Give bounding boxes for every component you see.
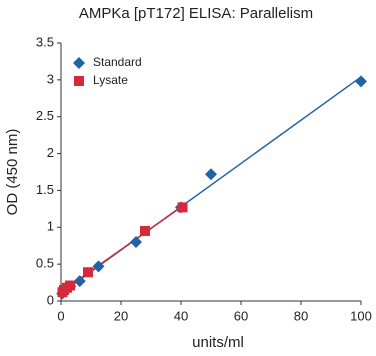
y-tick-label: 0.5 [36, 256, 54, 271]
data-point [205, 168, 217, 181]
x-tick-label: 20 [114, 308, 128, 323]
y-tick-label: 3.5 [36, 34, 54, 49]
data-point [140, 225, 150, 236]
fit-line [62, 205, 183, 292]
y-tick-label: 0 [47, 292, 54, 307]
x-tick-label: 100 [350, 308, 372, 323]
y-tick-label: 3 [47, 71, 54, 86]
x-tick-label: 80 [294, 308, 308, 323]
data-point [92, 260, 105, 273]
chart-title: AMPKa [pT172] ELISA: Parallelism [79, 5, 313, 22]
legend-marker [74, 76, 84, 86]
legend-label: Standard [93, 55, 142, 69]
y-tick-label: 2 [47, 145, 54, 160]
legend-marker [73, 57, 85, 69]
y-axis-label: OD (450 nm) [4, 129, 21, 216]
data-point [355, 75, 367, 88]
y-tick-label: 2.5 [36, 108, 54, 123]
x-tick-label: 0 [57, 308, 64, 323]
data-point [130, 236, 142, 249]
x-tick-label: 60 [234, 308, 248, 323]
data-point [73, 275, 86, 288]
data-point [83, 267, 93, 278]
x-tick-label: 40 [174, 308, 188, 323]
y-tick-label: 1 [47, 219, 54, 234]
x-axis-label: units/ml [192, 334, 244, 351]
data-point [57, 287, 68, 298]
y-tick-label: 1.5 [36, 182, 54, 197]
legend-label: Lysate [93, 73, 128, 87]
data-point [177, 202, 188, 213]
